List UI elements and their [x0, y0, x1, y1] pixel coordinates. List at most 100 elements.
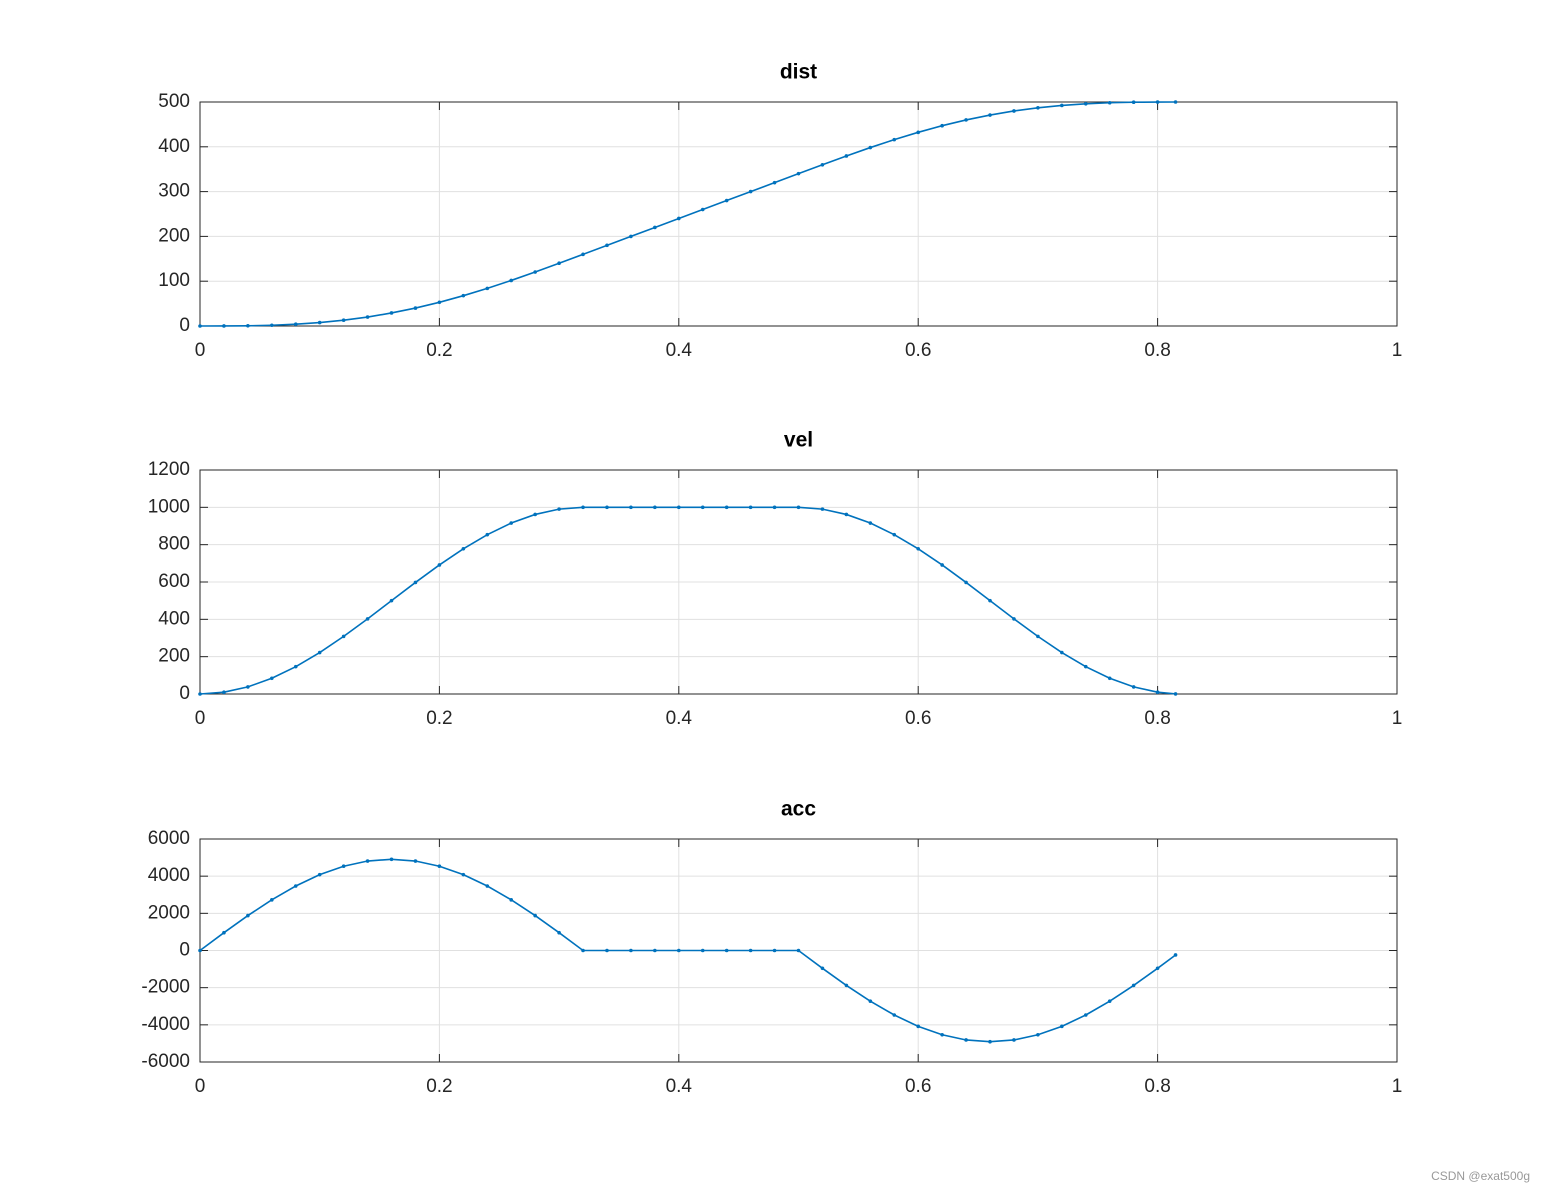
data-line	[199, 101, 1176, 327]
data-point	[748, 948, 753, 953]
data-point	[509, 278, 514, 283]
x-tick-label: 0.8	[1144, 708, 1170, 729]
data-point	[988, 598, 992, 603]
data-point	[557, 507, 561, 511]
data-point	[1036, 634, 1040, 639]
data-point	[413, 859, 418, 863]
data-point	[964, 580, 968, 585]
data-point	[365, 617, 370, 621]
data-point	[317, 650, 322, 655]
data-point	[1107, 676, 1112, 681]
data-point	[677, 948, 681, 953]
data-point	[1131, 983, 1136, 988]
data-point	[653, 948, 657, 953]
y-tick-label: 200	[158, 646, 190, 667]
data-point	[222, 324, 226, 328]
data-point	[892, 1013, 897, 1017]
data-point	[724, 198, 729, 203]
data-point	[868, 145, 873, 150]
x-tick-label: 0.2	[426, 708, 452, 729]
data-point	[461, 293, 466, 298]
data-point	[916, 547, 920, 551]
y-tick-label: 800	[158, 534, 190, 555]
data-point	[198, 692, 202, 696]
x-tick-label: 0	[195, 340, 206, 361]
data-point	[365, 315, 370, 319]
data-point	[293, 884, 298, 888]
y-tick-label: 6000	[148, 828, 190, 849]
y-tick-label: -2000	[141, 977, 190, 998]
data-point	[270, 898, 274, 902]
x-tick-label: 0	[195, 1076, 206, 1097]
subplot-title: vel	[784, 429, 813, 452]
data-point	[796, 948, 801, 953]
x-tick-label: 1	[1392, 708, 1403, 729]
data-point	[820, 507, 825, 511]
data-point	[1083, 1013, 1088, 1017]
y-tick-label: 600	[158, 571, 190, 592]
x-tick-label: 0.4	[666, 1076, 693, 1097]
data-point	[1012, 109, 1016, 113]
data-point	[509, 898, 514, 902]
data-point	[1012, 617, 1016, 621]
data-point	[796, 505, 801, 510]
data-point	[270, 676, 274, 681]
data-point	[389, 598, 394, 603]
data-point	[700, 505, 705, 510]
data-point	[868, 999, 873, 1003]
data-point	[413, 306, 418, 310]
x-tick-label: 1	[1392, 1076, 1403, 1097]
data-point	[1155, 100, 1160, 104]
data-point	[844, 512, 849, 517]
data-point	[461, 547, 466, 551]
data-point	[581, 948, 585, 953]
data-point	[1155, 966, 1160, 971]
data-point	[365, 859, 370, 863]
x-tick-label: 0.6	[905, 1076, 931, 1097]
axes-box	[199, 469, 1398, 695]
y-tick-label: 100	[158, 270, 190, 291]
data-point	[293, 664, 298, 669]
data-point	[988, 1039, 992, 1044]
data-point	[533, 512, 537, 517]
data-point	[605, 948, 609, 953]
data-point	[940, 563, 944, 567]
data-point	[1036, 105, 1040, 110]
data-point	[940, 123, 944, 128]
data-point	[677, 216, 681, 221]
data-point	[772, 505, 777, 510]
data-point	[892, 532, 897, 537]
data-point	[892, 137, 897, 142]
data-point	[605, 243, 609, 248]
data-point	[222, 930, 226, 935]
data-point	[509, 521, 514, 525]
data-point	[533, 270, 537, 274]
data-point	[413, 580, 418, 585]
data-point	[485, 532, 490, 537]
data-point	[844, 154, 849, 158]
data-point	[341, 634, 346, 639]
data-point	[605, 505, 609, 510]
data-point	[1012, 1038, 1016, 1042]
data-point	[964, 118, 968, 122]
data-point	[748, 505, 753, 510]
x-tick-label: 0.8	[1144, 340, 1170, 361]
data-point	[581, 505, 585, 510]
data-point	[317, 872, 322, 877]
data-point	[988, 113, 992, 117]
y-tick-label: 400	[158, 608, 190, 629]
data-point	[461, 872, 466, 877]
data-point	[437, 300, 442, 305]
data-point	[700, 207, 705, 212]
data-point	[940, 1032, 944, 1037]
axes-box	[199, 101, 1398, 327]
data-point	[1083, 664, 1088, 669]
data-point	[916, 1024, 920, 1029]
y-tick-label: 300	[158, 181, 190, 202]
data-point	[629, 505, 633, 510]
x-tick-label: 0.8	[1144, 1076, 1170, 1097]
data-point	[1173, 953, 1178, 957]
data-point	[1155, 690, 1160, 695]
